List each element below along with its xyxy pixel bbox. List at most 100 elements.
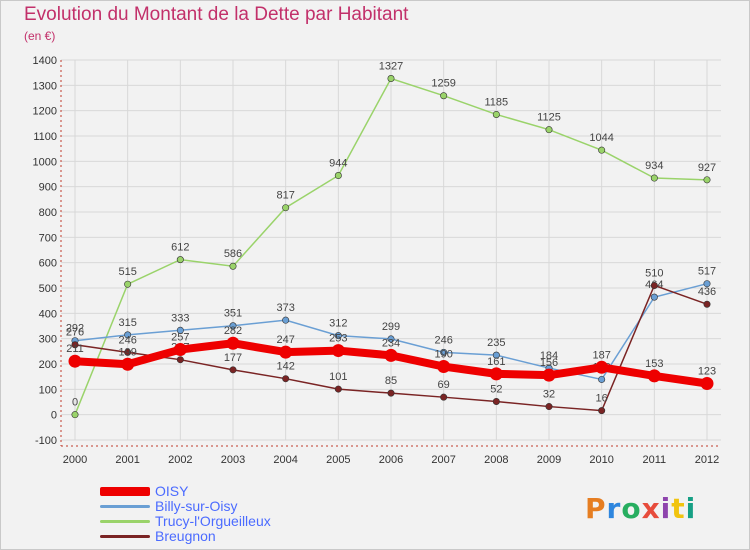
x-tick-label: 2007 <box>431 454 455 466</box>
legend-label: OISY <box>155 483 189 499</box>
data-point <box>282 316 290 324</box>
data-label: 1185 <box>485 96 509 108</box>
y-tick-label: 500 <box>39 283 57 295</box>
data-point <box>173 343 187 357</box>
data-point <box>650 281 658 289</box>
data-label: 1259 <box>431 78 455 90</box>
data-point <box>279 345 293 359</box>
x-tick-label: 2002 <box>168 454 192 466</box>
data-point <box>387 74 395 82</box>
data-label: 1044 <box>589 132 613 144</box>
data-label: 276 <box>66 327 84 339</box>
x-tick-label: 2009 <box>537 454 561 466</box>
data-label: 199 <box>118 346 136 358</box>
data-point <box>700 377 714 391</box>
data-point <box>121 357 135 371</box>
data-point <box>331 344 345 358</box>
data-point <box>492 397 500 405</box>
x-tick-label: 2005 <box>326 454 350 466</box>
data-point <box>650 293 658 301</box>
data-label: 101 <box>329 371 347 383</box>
y-tick-label: 1300 <box>33 80 57 92</box>
legend-swatch-trucy <box>100 520 150 523</box>
chart-legend: OISY Billy-sur-Oisy Trucy-l'Orgueilleux … <box>100 484 271 544</box>
data-point <box>229 366 237 374</box>
data-point <box>545 126 553 134</box>
y-tick-label: 400 <box>39 308 57 320</box>
logo-letter: o <box>621 492 642 525</box>
data-point <box>650 174 658 182</box>
y-tick-label: 900 <box>39 182 57 194</box>
y-tick-label: 100 <box>39 384 57 396</box>
data-point <box>703 280 711 288</box>
legend-label: Trucy-l'Orgueilleux <box>155 513 271 529</box>
data-point <box>598 407 606 415</box>
x-tick-label: 2008 <box>484 454 508 466</box>
data-label: 211 <box>66 343 84 355</box>
logo-letter: P <box>585 492 607 525</box>
data-point <box>282 375 290 383</box>
data-point <box>334 332 342 340</box>
data-point <box>595 360 609 374</box>
y-tick-label: 1000 <box>33 156 57 168</box>
series-billy-sur-oisy: 292315333351373312299246235184139464517 <box>66 266 716 383</box>
data-point <box>440 92 448 100</box>
data-point <box>703 176 711 184</box>
data-point <box>598 146 606 154</box>
data-label: 817 <box>276 190 294 202</box>
data-point <box>124 348 132 356</box>
data-point <box>334 385 342 393</box>
y-tick-label: 1200 <box>33 106 57 118</box>
x-tick-label: 2001 <box>115 454 139 466</box>
data-label: 373 <box>276 302 294 314</box>
legend-swatch-billy-sur-oisy <box>100 505 150 508</box>
data-label: 312 <box>329 318 347 330</box>
x-tick-label: 2010 <box>589 454 613 466</box>
data-label: 934 <box>645 160 663 172</box>
data-point <box>226 336 240 350</box>
data-label: 315 <box>118 317 136 329</box>
data-label: 156 <box>540 357 558 369</box>
data-label: 246 <box>118 334 136 346</box>
data-point <box>387 389 395 397</box>
logo-letter: i <box>660 492 672 525</box>
y-tick-label: 1100 <box>33 131 57 143</box>
data-point <box>542 368 556 382</box>
data-label: 299 <box>382 321 400 333</box>
x-tick-label: 2003 <box>221 454 245 466</box>
x-tick-label: 2012 <box>695 454 719 466</box>
legend-item-oisy: OISY <box>100 484 271 499</box>
x-tick-label: 2011 <box>643 454 667 466</box>
x-tick-label: 2000 <box>63 454 87 466</box>
legend-item-breugnon: Breugnon <box>100 529 271 544</box>
series-oisy: 211 199 257 282 247 253 234 190 161 156 187 153 123 <box>66 325 716 391</box>
data-label: 0 <box>72 397 78 409</box>
data-label: 436 <box>698 286 716 298</box>
data-label: 1125 <box>537 112 561 124</box>
data-label: 142 <box>276 361 294 373</box>
legend-swatch-oisy <box>100 487 150 496</box>
logo-letter: x <box>641 492 661 525</box>
data-label: 187 <box>592 349 610 361</box>
logo-letter: r <box>606 492 622 525</box>
data-point <box>437 360 451 374</box>
legend-item-billy-sur-oisy: Billy-sur-Oisy <box>100 499 271 514</box>
data-label: 517 <box>698 266 716 278</box>
data-label: 52 <box>490 383 502 395</box>
data-label: 153 <box>645 358 663 370</box>
data-point <box>545 403 553 411</box>
data-point <box>282 204 290 212</box>
y-tick-label: 800 <box>39 207 57 219</box>
data-label: 257 <box>171 332 189 344</box>
data-label: 246 <box>434 334 452 346</box>
data-point <box>68 354 82 368</box>
data-label: 927 <box>698 162 716 174</box>
data-point <box>124 280 132 288</box>
data-point <box>71 341 79 349</box>
y-tick-label: 200 <box>39 359 57 371</box>
data-label: 510 <box>645 267 663 279</box>
data-point <box>176 326 184 334</box>
data-label: 190 <box>434 349 452 361</box>
data-label: 282 <box>224 325 242 337</box>
data-label: 586 <box>224 248 242 260</box>
